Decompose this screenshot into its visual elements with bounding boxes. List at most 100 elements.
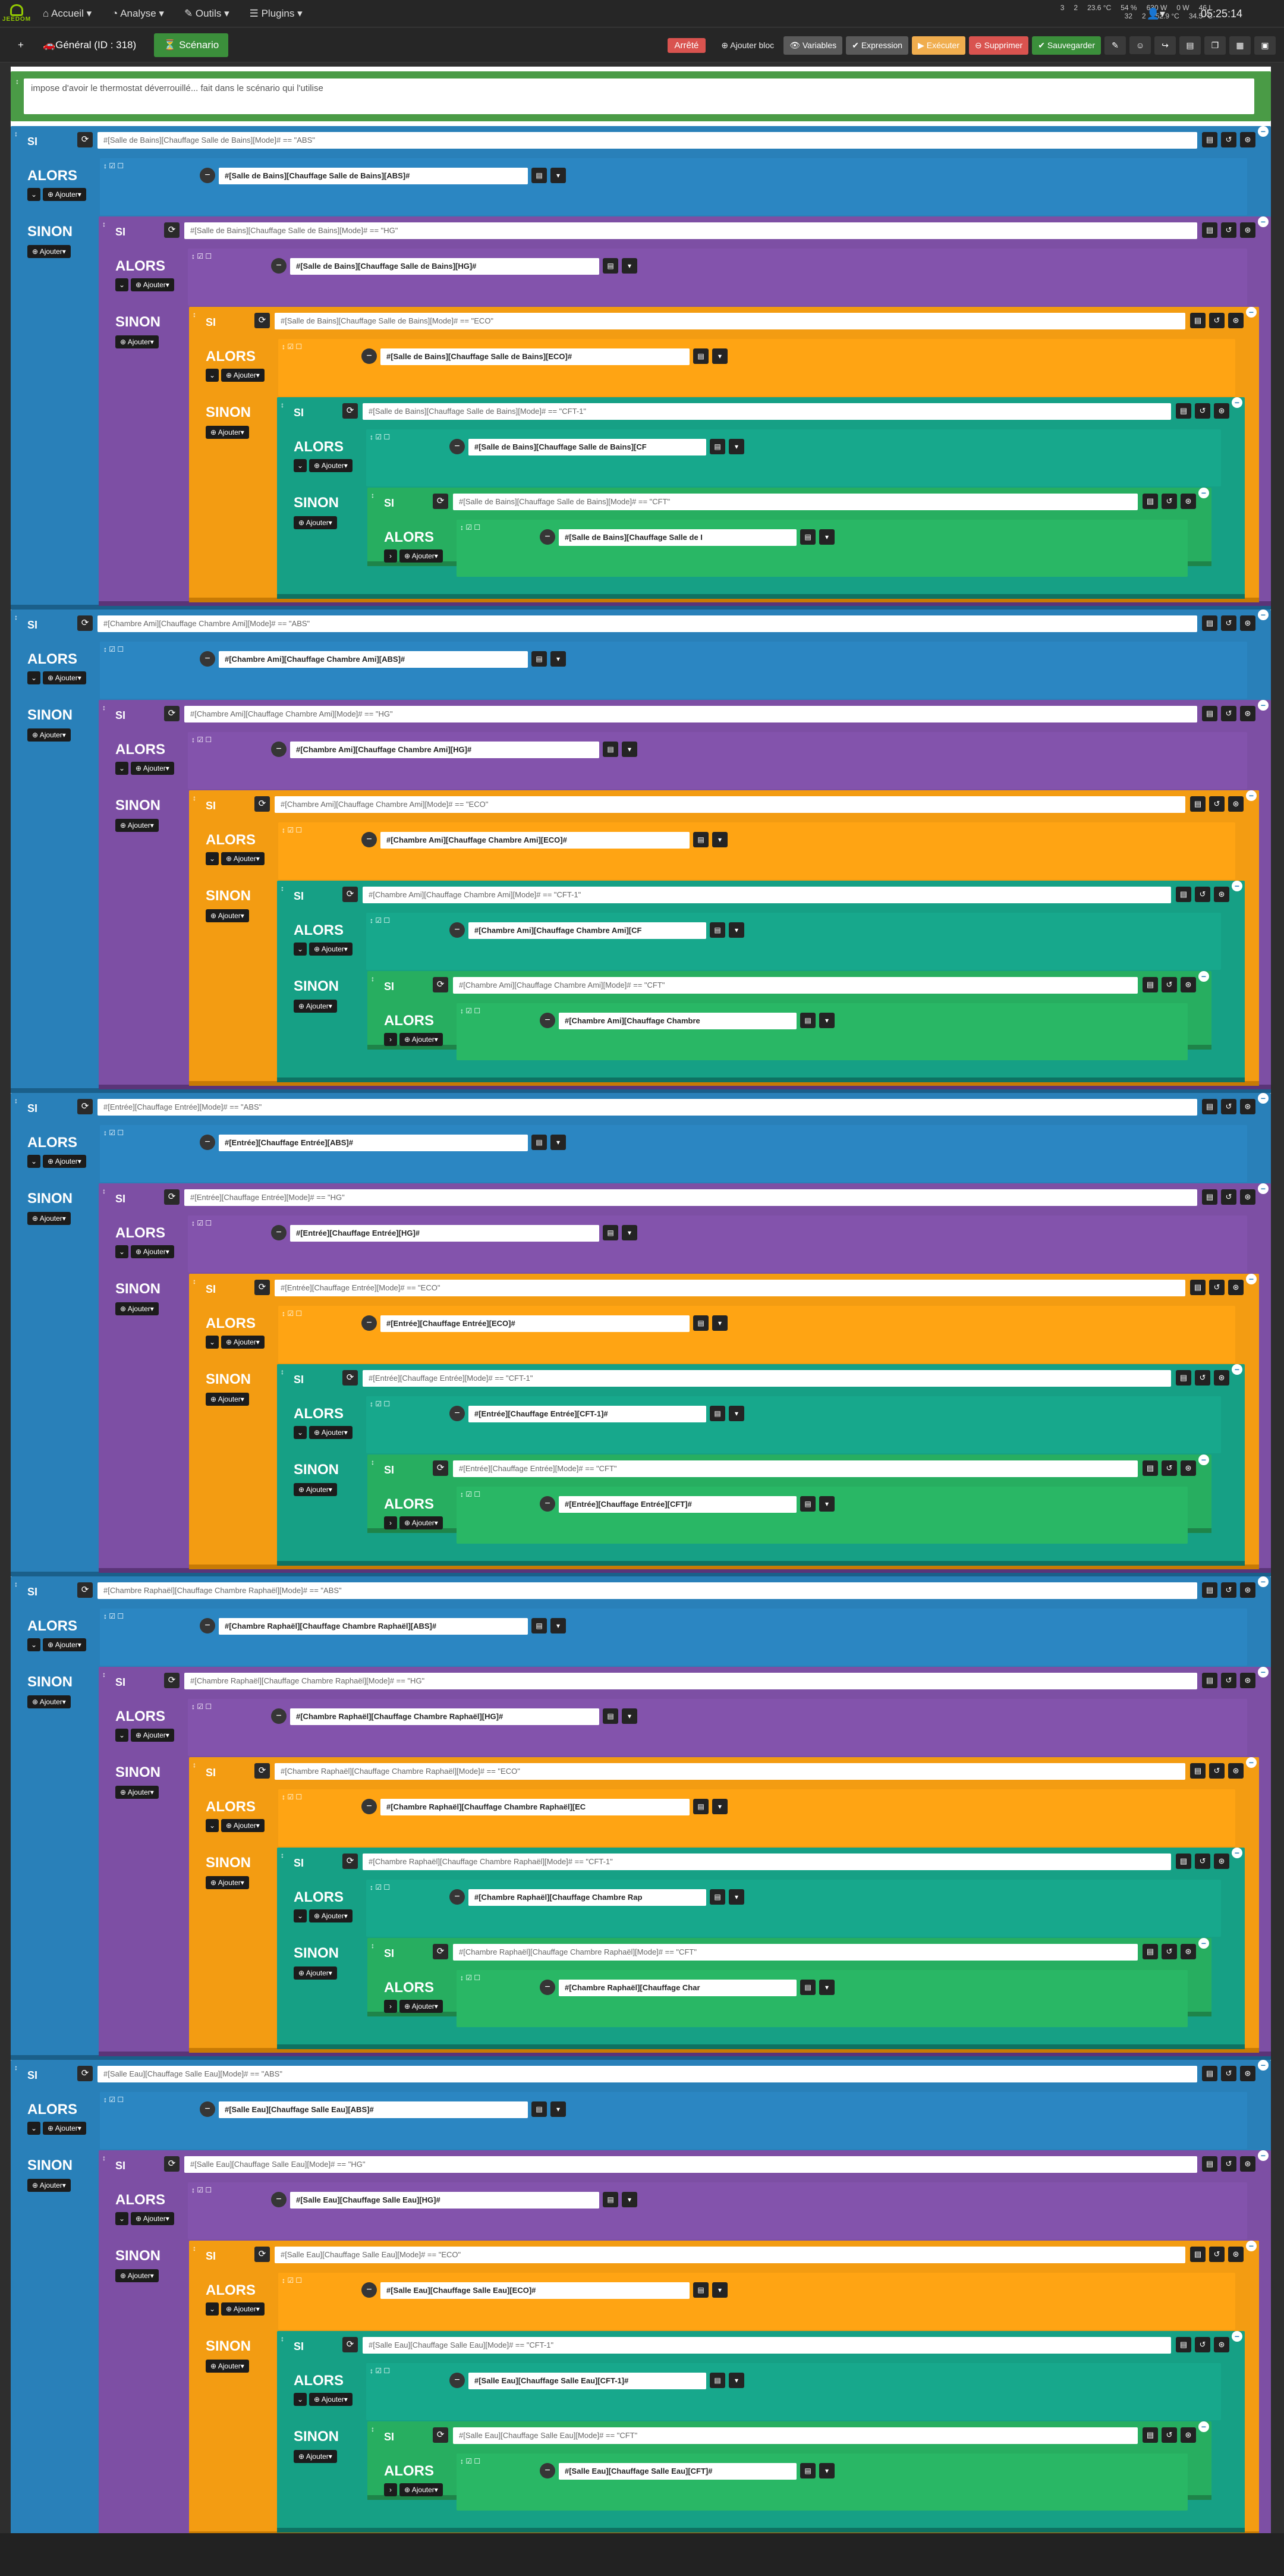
options-menu-icon[interactable]: ▾ [729, 1889, 744, 1905]
sinon-add-button[interactable]: ⊕ Ajouter▾ [27, 2179, 71, 2192]
condition-input[interactable]: #[Chambre Raphaël][Chauffage Chambre Rap… [363, 1854, 1171, 1870]
save-expression-icon[interactable]: ▤ [1143, 1460, 1158, 1476]
action-checkboxes[interactable]: ↕ ☑ ☐ [460, 523, 481, 532]
remove-block-icon[interactable]: − [1198, 2421, 1209, 2432]
options-icon[interactable]: ⊛ [1228, 1763, 1244, 1779]
action-command-input[interactable]: #[Chambre Raphaël][Chauffage Chambre Rap… [219, 1618, 528, 1635]
user-menu-icon[interactable]: 👤▾ [1146, 8, 1165, 20]
alors-add-button[interactable]: ⊕ Ajouter▾ [43, 188, 86, 201]
alors-add-button[interactable]: ⊕ Ajouter▾ [399, 2000, 443, 2013]
chevron-down-icon[interactable]: ⌄ [27, 2122, 40, 2135]
condition-input[interactable]: #[Salle Eau][Chauffage Salle Eau][Mode]#… [184, 2156, 1197, 2173]
options-menu-icon[interactable]: ▾ [550, 651, 566, 667]
template-icon[interactable]: ▦ [1229, 36, 1251, 55]
action-checkboxes[interactable]: ↕ ☑ ☐ [191, 1702, 212, 1711]
alors-add-button[interactable]: ⊕ Ajouter▾ [309, 2393, 353, 2406]
condition-input[interactable]: #[Chambre Ami][Chauffage Chambre Ami][Mo… [363, 887, 1171, 903]
save-expression-icon[interactable]: ▤ [1202, 132, 1217, 147]
options-menu-icon[interactable]: ▾ [729, 2373, 744, 2388]
block-handle-icon[interactable]: ↕ [193, 794, 196, 802]
remove-action-icon[interactable]: − [271, 1225, 287, 1240]
sinon-add-button[interactable]: ⊕ Ajouter▾ [27, 728, 71, 742]
action-command-input[interactable]: #[Salle Eau][Chauffage Salle Eau][CFT-1]… [468, 2373, 706, 2389]
remove-block-icon[interactable]: − [1232, 881, 1242, 891]
options-menu-icon[interactable]: ▾ [819, 529, 835, 545]
block-handle-icon[interactable]: ↕ [102, 703, 106, 712]
action-command-input[interactable]: #[Chambre Ami][Chauffage Chambre Ami][AB… [219, 651, 528, 668]
options-icon[interactable]: ⊛ [1228, 796, 1244, 812]
sinon-add-button[interactable]: ⊕ Ajouter▾ [115, 335, 159, 348]
options-menu-icon[interactable]: ▾ [712, 348, 728, 364]
remove-action-icon[interactable]: − [361, 1315, 377, 1331]
remove-block-icon[interactable]: − [1232, 1364, 1242, 1375]
history-icon[interactable]: ↺ [1162, 494, 1177, 509]
history-icon[interactable]: ↺ [1221, 2066, 1236, 2081]
reload-icon[interactable]: ⟳ [164, 2156, 180, 2172]
block-handle-icon[interactable]: ↕ [281, 1368, 284, 1376]
select-command-icon[interactable]: ▤ [710, 439, 725, 454]
alors-add-button[interactable]: ⊕ Ajouter▾ [309, 459, 353, 472]
action-command-input[interactable]: #[Salle de Bains][Chauffage Salle de I [559, 529, 797, 546]
reload-icon[interactable]: ⟳ [77, 2066, 93, 2081]
share-icon[interactable]: ↪ [1154, 36, 1176, 55]
select-command-icon[interactable]: ▤ [531, 1618, 547, 1633]
remove-action-icon[interactable]: − [200, 1618, 215, 1633]
remove-action-icon[interactable]: − [271, 258, 287, 274]
select-command-icon[interactable]: ▤ [531, 168, 547, 183]
history-icon[interactable]: ↺ [1162, 2427, 1177, 2443]
sinon-add-button[interactable]: ⊕ Ajouter▾ [206, 1876, 249, 1889]
alors-add-button[interactable]: ⊕ Ajouter▾ [309, 943, 353, 956]
save-expression-icon[interactable]: ▤ [1202, 1582, 1217, 1598]
action-command-input[interactable]: #[Chambre Raphaël][Chauffage Chambre Rap… [290, 1708, 599, 1725]
chevron-down-icon[interactable]: ⌄ [294, 1909, 307, 1922]
status-temp-3[interactable]: 34.5 °C [1188, 12, 1213, 20]
save-expression-icon[interactable]: ▤ [1190, 2247, 1206, 2262]
remove-block-icon[interactable]: − [1258, 2060, 1269, 2071]
reload-icon[interactable]: ⟳ [433, 977, 448, 992]
variables-button[interactable]: 👁 Variables [783, 36, 843, 55]
reload-icon[interactable]: ⟳ [342, 403, 358, 419]
edit-icon[interactable]: ✎ [1104, 36, 1126, 55]
comment-handle-icon[interactable]: ↕ [15, 77, 19, 86]
save-expression-icon[interactable]: ▤ [1176, 887, 1191, 902]
remove-action-icon[interactable]: − [540, 2463, 555, 2478]
block-handle-icon[interactable]: ↕ [14, 130, 18, 138]
menu-accueil[interactable]: ⌂ Accueil ▾ [43, 7, 92, 19]
remove-block-icon[interactable]: − [1246, 1757, 1257, 1768]
block-handle-icon[interactable]: ↕ [371, 1458, 374, 1466]
alors-add-button[interactable]: ⊕ Ajouter▾ [309, 1909, 353, 1922]
reload-icon[interactable]: ⟳ [77, 1099, 93, 1114]
remove-action-icon[interactable]: − [449, 922, 465, 938]
history-icon[interactable]: ↺ [1221, 2156, 1236, 2172]
history-icon[interactable]: ↺ [1195, 2337, 1210, 2352]
sinon-add-button[interactable]: ⊕ Ajouter▾ [294, 1000, 337, 1013]
history-icon[interactable]: ↺ [1195, 403, 1210, 419]
alors-add-button[interactable]: ⊕ Ajouter▾ [221, 1819, 265, 1832]
sinon-add-button[interactable]: ⊕ Ajouter▾ [294, 2450, 337, 2463]
condition-input[interactable]: #[Salle Eau][Chauffage Salle Eau][Mode]#… [363, 2337, 1171, 2354]
status-doors[interactable]: 32 [1124, 12, 1132, 20]
action-command-input[interactable]: #[Entrée][Chauffage Entrée][ECO]# [380, 1315, 690, 1332]
action-checkboxes[interactable]: ↕ ☑ ☐ [282, 343, 303, 351]
block-handle-icon[interactable]: ↕ [14, 1097, 18, 1105]
chevron-down-icon[interactable]: ⌄ [27, 188, 40, 201]
action-checkboxes[interactable]: ↕ ☑ ☐ [282, 1309, 303, 1318]
condition-input[interactable]: #[Entrée][Chauffage Entrée][Mode]# == "C… [453, 1460, 1138, 1477]
history-icon[interactable]: ↺ [1195, 887, 1210, 902]
alors-add-button[interactable]: ⊕ Ajouter▾ [43, 1155, 86, 1168]
sinon-add-button[interactable]: ⊕ Ajouter▾ [206, 1393, 249, 1406]
sinon-add-button[interactable]: ⊕ Ajouter▾ [115, 1786, 159, 1799]
save-expression-icon[interactable]: ▤ [1202, 2066, 1217, 2081]
options-icon[interactable]: ⊛ [1181, 1944, 1196, 1959]
condition-input[interactable]: #[Chambre Ami][Chauffage Chambre Ami][Mo… [184, 706, 1197, 722]
remove-block-icon[interactable]: − [1198, 971, 1209, 982]
select-command-icon[interactable]: ▤ [693, 832, 709, 847]
action-checkboxes[interactable]: ↕ ☑ ☐ [103, 1612, 124, 1620]
action-checkboxes[interactable]: ↕ ☑ ☐ [191, 252, 212, 260]
remove-block-icon[interactable]: − [1246, 790, 1257, 801]
sinon-add-button[interactable]: ⊕ Ajouter▾ [294, 1966, 337, 1980]
alors-add-button[interactable]: ⊕ Ajouter▾ [131, 1245, 174, 1258]
chevron-down-icon[interactable]: ⌄ [206, 852, 219, 865]
sinon-add-button[interactable]: ⊕ Ajouter▾ [115, 819, 159, 832]
options-menu-icon[interactable]: ▾ [712, 1315, 728, 1331]
